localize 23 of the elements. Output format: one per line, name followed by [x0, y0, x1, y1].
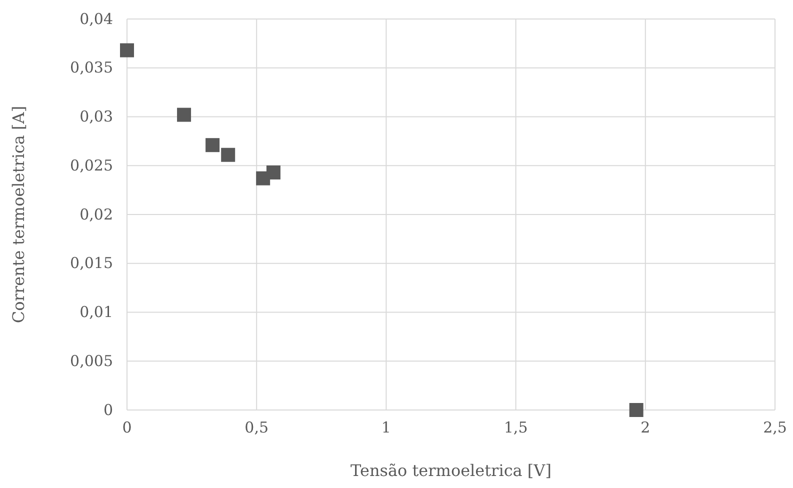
point	[221, 148, 236, 162]
y-axis-title: Corrente termoeletrica [A]	[9, 106, 28, 324]
y-tick-label: 0,03	[80, 108, 113, 126]
y-tick-label: 0,01	[80, 303, 113, 322]
x-tick-label: 0	[122, 418, 132, 437]
point	[629, 403, 644, 417]
y-tick-label: 0,035	[70, 58, 113, 77]
point	[177, 108, 192, 122]
y-tick-label: 0,04	[80, 10, 113, 28]
y-tick-label: 0	[103, 400, 113, 419]
x-tick-label: 1,5	[504, 418, 528, 437]
point	[266, 165, 280, 180]
x-axis-title: Tensão termoeletrica [V]	[350, 461, 552, 480]
x-tick-label: 0,5	[244, 418, 269, 437]
x-tick-label: 2	[640, 418, 650, 437]
y-tick-label: 0,02	[80, 205, 113, 224]
y-tick-label: 0,015	[70, 254, 113, 272]
x-tick-label: 2,5	[763, 418, 787, 437]
point	[206, 138, 220, 152]
point	[120, 43, 134, 58]
y-tick-label: 0,025	[70, 156, 113, 174]
y-tick-label: 0,005	[70, 352, 113, 370]
x-tick-label: 1	[381, 418, 391, 437]
